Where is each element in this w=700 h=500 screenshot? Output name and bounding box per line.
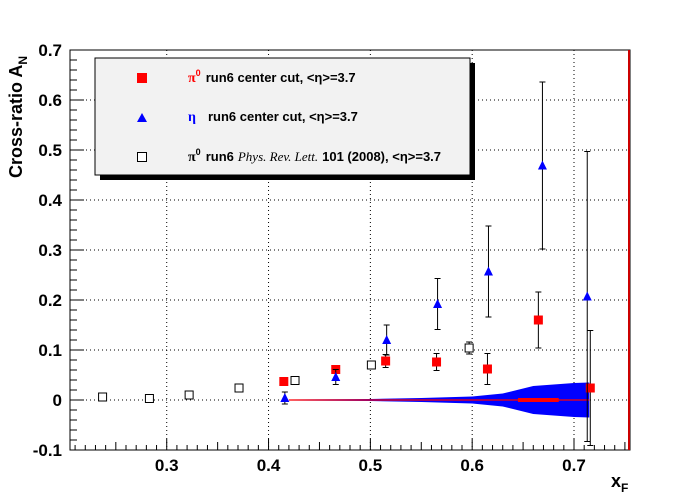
y-tick-label: 0.2 — [38, 291, 62, 310]
y-axis-title: Cross-ratio AN — [6, 56, 30, 178]
y-tick-label: 0.6 — [38, 91, 62, 110]
legend-label-eta-center: run6 center cut, <η>=3.7 — [208, 109, 358, 124]
legend-box — [94, 57, 471, 176]
y-tick-label: -0.1 — [33, 441, 62, 460]
legend-entry-pi0-prl: π0 run6 Phys. Rev. Lett. 101 (2008), <η>=3.… — [188, 147, 441, 165]
legend-sup-pi0-center: 0 — [196, 68, 201, 78]
data-point — [537, 160, 547, 170]
y-tick-label: 0 — [53, 391, 62, 410]
data-point — [279, 377, 289, 386]
x-axis-title-sub: F — [621, 481, 628, 495]
data-point — [483, 266, 493, 276]
x-tick-label: 0.5 — [359, 456, 383, 475]
systematic-band — [288, 382, 590, 418]
legend-label-pi0-prl-a: run6 — [206, 149, 234, 164]
legend-marker-pi0-prl — [137, 152, 147, 162]
data-point — [98, 392, 108, 402]
data-series — [98, 81, 595, 446]
legend-marker-eta-center — [137, 113, 147, 122]
legend-entry-eta-center: η run6 center cut, <η>=3.7 — [188, 109, 358, 125]
data-point — [184, 390, 194, 400]
y-tick-label: 0.7 — [38, 41, 62, 60]
data-point — [144, 394, 154, 403]
data-point — [290, 376, 300, 385]
y-tick-label: 0.3 — [38, 241, 62, 260]
legend-label-pi0-prl-italic: Phys. Rev. Lett. — [237, 149, 318, 164]
x-tick-label: 0.7 — [562, 456, 586, 475]
data-point — [582, 291, 592, 301]
legend-label-pi0-prl-b: 101 (2008), <η>=3.7 — [322, 149, 441, 164]
series-1 — [280, 81, 592, 442]
axis-ticks — [70, 49, 626, 451]
legend-entry-pi0-center: π0 run6 center cut, <η>=3.7 — [188, 68, 356, 86]
data-point — [585, 383, 595, 393]
data-point — [464, 343, 474, 353]
x-tick-label: 0.4 — [257, 456, 281, 475]
y-axis-title-main: Cross-ratio A — [6, 65, 26, 178]
data-point — [280, 393, 290, 402]
data-point — [331, 372, 341, 381]
y-tick-label: 0.4 — [38, 191, 62, 210]
y-tick-label: 0.5 — [38, 141, 62, 160]
data-point — [432, 357, 442, 367]
data-point — [381, 356, 391, 366]
legend-marker-pi0-center — [137, 73, 147, 83]
y-axis-title-sub: N — [16, 56, 30, 65]
x-tick-label: 0.6 — [460, 456, 484, 475]
series-2 — [98, 341, 474, 403]
data-point — [433, 299, 443, 308]
legend-symbol-pi0-prl: π — [188, 150, 196, 165]
legend-symbol-pi0-center: π — [188, 71, 196, 86]
legend: π0 run6 center cut, <η>=3.7 η run6 center … — [94, 57, 475, 180]
x-axis-title: xF — [611, 471, 628, 495]
legend-label-pi0-center: run6 center cut, <η>=3.7 — [206, 70, 356, 85]
data-point — [234, 383, 244, 393]
x-axis-title-main: x — [611, 471, 621, 491]
data-point — [533, 315, 543, 325]
x-tick-label: 0.3 — [155, 456, 179, 475]
y-tick-label: 0.1 — [38, 341, 62, 360]
tick-labels: 0.3 0.4 0.5 0.6 0.7 -0.1 0 0.1 0.2 0.3 0.4 0.5 0.6 0.… — [33, 41, 586, 475]
legend-sup-pi0-prl: 0 — [196, 147, 201, 157]
legend-symbol-eta-center: η — [188, 110, 196, 125]
data-point — [382, 335, 392, 344]
data-point — [482, 364, 492, 374]
data-point — [366, 360, 376, 370]
